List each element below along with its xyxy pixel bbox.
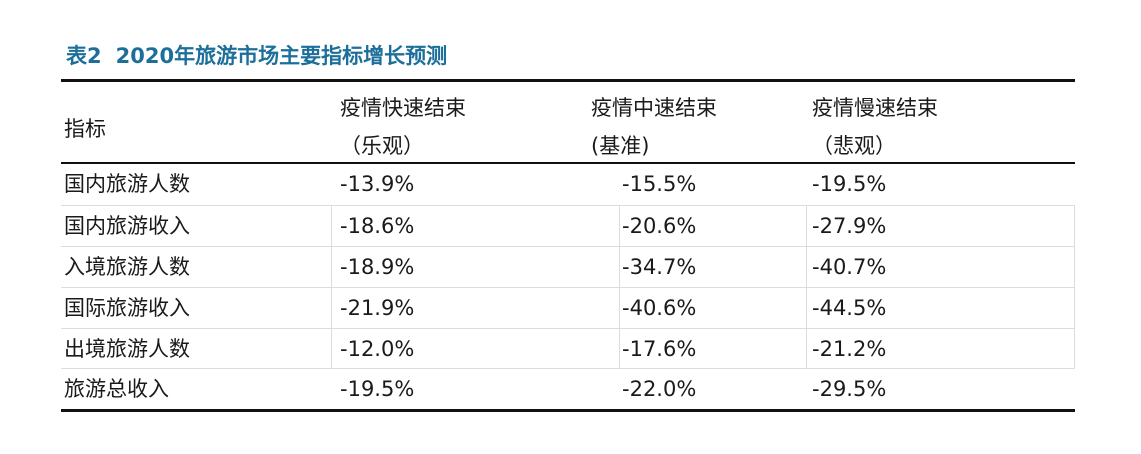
table-row: 入境旅游人数 -18.9% -34.7% -40.7% xyxy=(61,246,1075,287)
row-value-baseline: -34.7% xyxy=(622,255,697,279)
row-value-optimistic: -18.6% xyxy=(340,214,415,238)
row-value-pessimistic: -19.5% xyxy=(812,172,887,196)
cell-divider xyxy=(806,329,807,368)
header-baseline-line1: 疫情中速结束 xyxy=(591,96,717,120)
table-header-rule xyxy=(61,162,1075,164)
table-top-rule xyxy=(61,79,1075,82)
table-row: 国内旅游人数 -13.9% -15.5% -19.5% xyxy=(61,164,1075,205)
cell-divider xyxy=(619,206,620,246)
row-value-baseline: -22.0% xyxy=(622,377,697,401)
row-value-optimistic: -18.9% xyxy=(340,255,415,279)
row-value-baseline: -20.6% xyxy=(622,214,697,238)
row-label: 国内旅游人数 xyxy=(64,172,190,196)
row-value-optimistic: -13.9% xyxy=(340,172,415,196)
row-label: 国际旅游收入 xyxy=(64,296,190,320)
cell-divider xyxy=(806,206,807,246)
cell-divider xyxy=(1074,206,1075,246)
table-row: 国内旅游收入 -18.6% -20.6% -27.9% xyxy=(61,205,1075,246)
row-value-optimistic: -21.9% xyxy=(340,296,415,320)
table-row: 旅游总收入 -19.5% -22.0% -29.5% xyxy=(61,369,1075,410)
table-bottom-rule xyxy=(61,409,1075,412)
row-label: 旅游总收入 xyxy=(64,377,169,401)
row-value-baseline: -15.5% xyxy=(622,172,697,196)
row-value-pessimistic: -44.5% xyxy=(812,296,887,320)
table-title: 表2 2020年旅游市场主要指标增长预测 xyxy=(66,40,447,70)
cell-divider xyxy=(331,329,332,368)
row-value-baseline: -17.6% xyxy=(622,337,697,361)
cell-divider xyxy=(331,288,332,328)
row-label: 出境旅游人数 xyxy=(64,337,190,361)
header-pessimistic-line1: 疫情慢速结束 xyxy=(812,96,938,120)
header-pessimistic-line2: （悲观） xyxy=(812,134,896,158)
row-value-pessimistic: -40.7% xyxy=(812,255,887,279)
header-optimistic-line2: （乐观） xyxy=(340,134,424,158)
cell-divider xyxy=(806,288,807,328)
table-row: 出境旅游人数 -12.0% -17.6% -21.2% xyxy=(61,328,1075,369)
table-number: 表2 xyxy=(66,44,102,68)
row-value-pessimistic: -21.2% xyxy=(812,337,887,361)
cell-divider xyxy=(1074,329,1075,368)
row-label: 国内旅游收入 xyxy=(64,214,190,238)
row-value-baseline: -40.6% xyxy=(622,296,697,320)
cell-divider xyxy=(331,247,332,287)
table-row: 国际旅游收入 -21.9% -40.6% -44.5% xyxy=(61,287,1075,328)
row-value-pessimistic: -27.9% xyxy=(812,214,887,238)
header-indicator: 指标 xyxy=(64,117,106,141)
table-title-text: 2020年旅游市场主要指标增长预测 xyxy=(115,44,448,68)
header-optimistic-line1: 疫情快速结束 xyxy=(340,96,466,120)
header-baseline-line2: (基准) xyxy=(591,134,650,158)
row-value-optimistic: -12.0% xyxy=(340,337,415,361)
cell-divider xyxy=(331,206,332,246)
cell-divider xyxy=(619,288,620,328)
cell-divider xyxy=(806,247,807,287)
cell-divider xyxy=(1074,247,1075,287)
cell-divider xyxy=(1074,288,1075,328)
row-value-optimistic: -19.5% xyxy=(340,377,415,401)
cell-divider xyxy=(619,329,620,368)
row-label: 入境旅游人数 xyxy=(64,255,190,279)
row-value-pessimistic: -29.5% xyxy=(812,377,887,401)
cell-divider xyxy=(619,247,620,287)
